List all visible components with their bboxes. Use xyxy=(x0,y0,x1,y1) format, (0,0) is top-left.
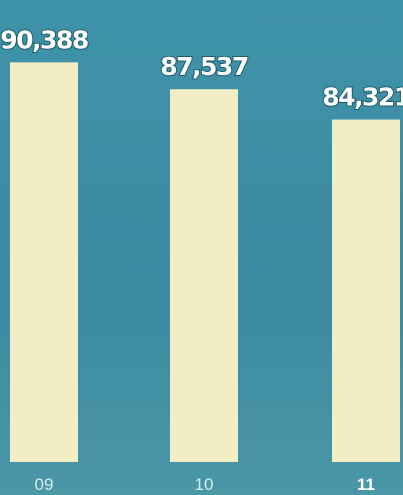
x-tick-label: 11 xyxy=(357,475,375,494)
x-tick-label: 10 xyxy=(195,475,214,494)
bar xyxy=(10,62,78,463)
x-tick-label: 09 xyxy=(35,475,54,494)
value-label: 90,388 xyxy=(0,25,88,54)
bar xyxy=(170,89,238,463)
bar xyxy=(332,119,400,462)
value-label: 84,321 xyxy=(322,83,403,112)
value-label: 87,537 xyxy=(160,52,248,81)
